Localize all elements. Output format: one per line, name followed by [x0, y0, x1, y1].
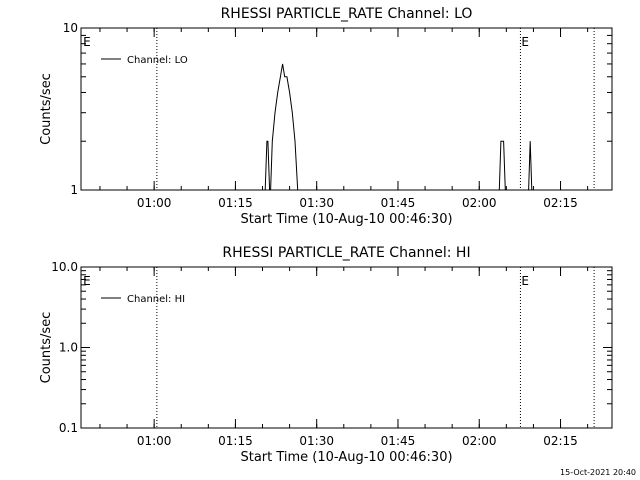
- y-tick-label: 1.0: [59, 341, 78, 355]
- x-tick-label: 02:15: [543, 434, 578, 448]
- legend-label: Channel: LO: [127, 55, 188, 66]
- y-tick-label: 1: [70, 183, 78, 197]
- event-marker-label: E: [83, 35, 91, 49]
- x-tick-label: 01:30: [299, 196, 334, 210]
- panel-hi: RHESSI PARTICLE_RATE Channel: HI 01:00 01:…: [39, 245, 613, 465]
- axes-frame: [80, 27, 613, 191]
- y-tick-label: 10.0: [51, 260, 78, 274]
- x-tick-label: 01:45: [381, 196, 416, 210]
- y-tick-label: 0.1: [59, 421, 78, 435]
- x-tick-label: 01:45: [381, 434, 416, 448]
- x-tick-label: 01:15: [218, 434, 253, 448]
- x-tick-label: 01:00: [137, 196, 172, 210]
- x-axis-title: Start Time (10-Aug-10 00:46:30): [240, 450, 452, 465]
- event-marker-label: E: [83, 274, 91, 288]
- x-axis-title: Start Time (10-Aug-10 00:46:30): [240, 212, 452, 227]
- x-tick-label: 02:00: [462, 196, 497, 210]
- chart-title: RHESSI PARTICLE_RATE Channel: HI: [222, 245, 470, 261]
- series-line-0: [264, 63, 533, 191]
- axes-frame: [80, 266, 613, 429]
- panel-lo: RHESSI PARTICLE_RATE Channel: LO 01:00 01:…: [39, 6, 613, 227]
- legend-label: Channel: HI: [127, 294, 185, 305]
- event-marker-label: E: [521, 274, 529, 288]
- chart-title: RHESSI PARTICLE_RATE Channel: LO: [221, 6, 473, 22]
- x-tick-label: 01:00: [137, 434, 172, 448]
- event-marker-label: E: [521, 35, 529, 49]
- timestamp-label: 15-Oct-2021 20:40: [560, 468, 636, 477]
- x-tick-label: 02:15: [543, 196, 578, 210]
- x-tick-label: 02:00: [462, 434, 497, 448]
- y-tick-label: 10: [63, 21, 78, 35]
- y-axis-title: Counts/sec: [39, 312, 54, 384]
- y-axis-title: Counts/sec: [39, 73, 54, 145]
- x-tick-label: 01:30: [299, 434, 334, 448]
- x-tick-label: 01:15: [218, 196, 253, 210]
